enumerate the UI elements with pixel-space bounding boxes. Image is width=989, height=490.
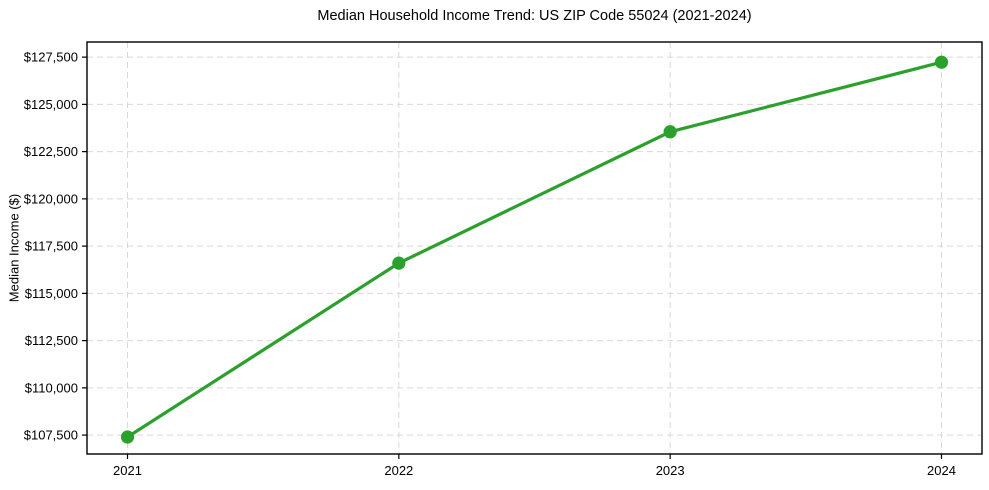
- y-tick-label: $117,500: [25, 239, 78, 254]
- x-tick-label: 2024: [927, 463, 956, 478]
- x-tick-label: 2022: [384, 463, 413, 478]
- plot-border: [86, 41, 983, 455]
- x-tick-label: 2021: [113, 463, 142, 478]
- data-point-2024: [934, 55, 949, 69]
- y-tick-label: $122,500: [24, 144, 78, 159]
- data-point-2021: [120, 430, 135, 444]
- y-tick-label: $125,000: [24, 97, 78, 112]
- x-tick-label: 2023: [656, 463, 685, 478]
- y-tick-label: $110,000: [25, 380, 78, 395]
- y-tick-label: $120,000: [24, 191, 78, 206]
- y-tick-label: $107,500: [24, 428, 78, 443]
- chart-title: Median Household Income Trend: US ZIP Co…: [317, 8, 752, 24]
- data-point-2022: [392, 256, 406, 270]
- y-tick-label: $112,500: [25, 333, 78, 348]
- trend-line: [125, 60, 944, 439]
- y-tick-label: $127,500: [24, 50, 78, 65]
- data-point-2023: [663, 125, 677, 139]
- y-tick-label: $115,000: [25, 286, 78, 301]
